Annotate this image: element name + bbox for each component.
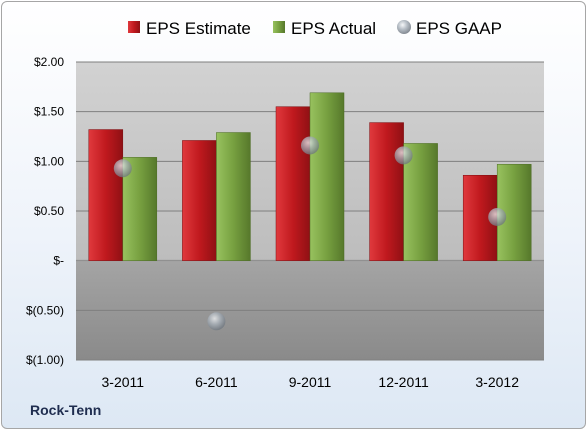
y-tick-label: $1.00	[34, 154, 64, 168]
legend-label-estimate: EPS Estimate	[146, 19, 251, 38]
point-eps-gaap	[488, 207, 507, 226]
bar-eps-estimate	[369, 122, 404, 261]
y-tick-label: $-	[53, 254, 64, 268]
y-tick-label: $0.50	[34, 204, 64, 218]
legend-label-actual: EPS Actual	[291, 19, 376, 38]
point-eps-gaap	[113, 159, 132, 178]
legend-swatch-estimate	[128, 21, 140, 33]
bar-eps-estimate	[275, 106, 311, 261]
company-name: Rock-Tenn	[30, 402, 102, 418]
gaap-points	[113, 136, 507, 331]
legend-marker-gaap	[397, 20, 411, 34]
legend: EPS Estimate EPS Actual EPS GAAP	[128, 19, 502, 38]
x-tick-label: 3-2011	[102, 374, 145, 390]
x-tick-label: 9-2011	[289, 374, 332, 390]
y-axis-ticks: $2.00 $1.50 $1.00 $0.50 $- $(0.50) $(1.00)	[26, 55, 64, 367]
bar-eps-estimate	[88, 129, 124, 261]
y-tick-label: $1.50	[34, 105, 64, 119]
bar-eps-actual	[216, 132, 251, 261]
x-tick-label: 12-2011	[378, 374, 429, 390]
bar-eps-actual	[403, 143, 438, 261]
x-tick-label: 6-2011	[195, 374, 238, 390]
legend-swatch-actual	[273, 21, 285, 33]
y-tick-label: $(0.50)	[26, 303, 64, 317]
legend-label-gaap: EPS GAAP	[416, 19, 502, 38]
point-eps-gaap	[301, 136, 319, 155]
point-eps-gaap	[394, 146, 413, 165]
x-axis-labels: 3-2011 6-2011 9-2011 12-2011 3-2012	[102, 374, 520, 390]
point-eps-gaap	[207, 312, 226, 331]
y-tick-label: $2.00	[34, 55, 64, 69]
bar-eps-estimate	[182, 140, 217, 261]
bars	[88, 92, 532, 261]
y-tick-label: $(1.00)	[26, 353, 64, 367]
bar-eps-actual	[309, 92, 345, 261]
x-tick-label: 3-2012	[475, 374, 519, 390]
